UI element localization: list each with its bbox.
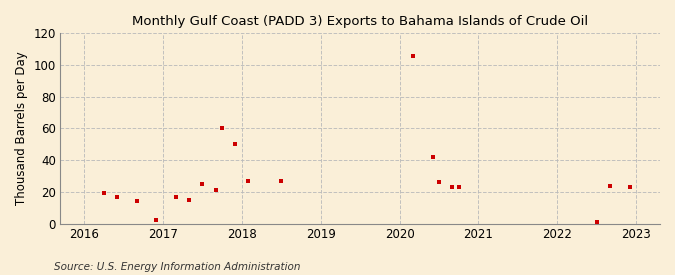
Point xyxy=(151,218,162,223)
Point xyxy=(230,142,241,147)
Point xyxy=(454,185,464,189)
Point xyxy=(131,199,142,204)
Point xyxy=(111,194,122,199)
Point xyxy=(427,155,438,159)
Point xyxy=(605,183,616,188)
Point xyxy=(433,180,444,185)
Point xyxy=(184,198,194,202)
Point xyxy=(591,220,602,224)
Point xyxy=(624,185,635,189)
Y-axis label: Thousand Barrels per Day: Thousand Barrels per Day xyxy=(15,52,28,205)
Point xyxy=(217,126,227,131)
Point xyxy=(171,194,182,199)
Point xyxy=(408,53,418,58)
Point xyxy=(98,191,109,196)
Point xyxy=(197,182,208,186)
Text: Source: U.S. Energy Information Administration: Source: U.S. Energy Information Administ… xyxy=(54,262,300,272)
Point xyxy=(275,178,286,183)
Title: Monthly Gulf Coast (PADD 3) Exports to Bahama Islands of Crude Oil: Monthly Gulf Coast (PADD 3) Exports to B… xyxy=(132,15,588,28)
Point xyxy=(447,185,458,189)
Point xyxy=(242,178,253,183)
Point xyxy=(210,188,221,192)
